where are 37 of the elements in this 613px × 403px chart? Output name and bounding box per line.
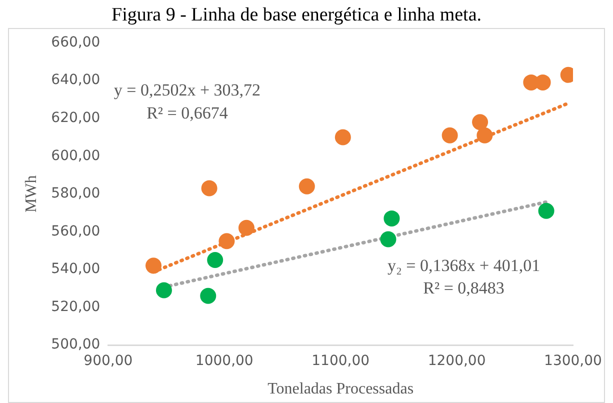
point <box>476 127 493 144</box>
point <box>146 258 162 274</box>
x-tick-label: 900,00 <box>84 353 133 370</box>
annotation: R² = 0,6674 <box>146 103 228 122</box>
point <box>384 210 400 226</box>
annotation: R² = 0,8483 <box>423 278 504 298</box>
y-tick-label: 560,00 <box>51 223 100 240</box>
point <box>200 288 216 304</box>
chart-title: Figura 9 - Linha de base energética e linha meta. <box>112 4 482 26</box>
x-tick-label: 1300,00 <box>544 353 602 370</box>
point <box>334 129 351 146</box>
point <box>156 282 172 298</box>
point <box>442 127 458 144</box>
point <box>218 233 235 250</box>
x-tick-label: 1200,00 <box>428 353 486 370</box>
point <box>201 180 218 196</box>
y-tick-label: 640,00 <box>51 72 100 88</box>
y-tick-label: 600,00 <box>51 148 100 164</box>
point <box>538 202 554 219</box>
y-tick-label: 580,00 <box>51 186 100 202</box>
y-tick-label: 660,00 <box>51 34 100 50</box>
y-tick-label: 620,00 <box>51 110 100 126</box>
annotation: y = 0,2502x + 303,72 <box>114 80 261 100</box>
x-tick-label: 1000,00 <box>195 353 254 370</box>
point <box>380 231 396 248</box>
point <box>207 252 224 268</box>
point <box>472 114 488 130</box>
y-tick-label: 540,00 <box>51 261 100 278</box>
y-tick-label: 520,00 <box>51 298 100 315</box>
y-axis-title: MWh <box>22 175 40 213</box>
point <box>298 178 315 194</box>
point <box>238 220 254 236</box>
point <box>534 74 551 90</box>
x-axis-title: Toneladas Processadas <box>268 380 414 398</box>
annotation: y₂ = 0,1368x + 401,01 <box>387 256 540 275</box>
y-tick-label: 500,00 <box>51 336 100 353</box>
x-tick-label: 1100,00 <box>312 353 370 370</box>
